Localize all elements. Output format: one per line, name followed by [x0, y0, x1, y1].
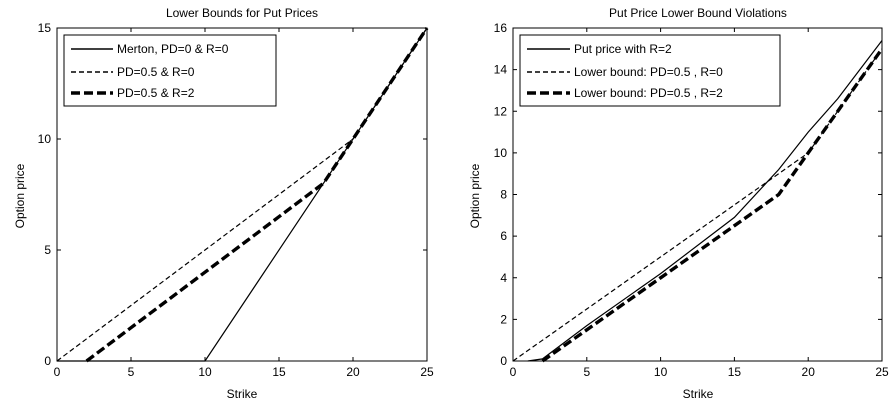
legend-entry: PD=0.5 & R=0: [117, 65, 195, 79]
y-tick-label: 10: [38, 132, 52, 146]
x-tick-label: 5: [583, 365, 590, 379]
x-axis-label: Strike: [227, 387, 258, 401]
y-tick-label: 2: [500, 312, 507, 326]
series-line: [541, 47, 884, 363]
legend-entry: Put price with R=2: [574, 42, 672, 56]
legend-entry: PD=0.5 & R=2: [117, 86, 195, 100]
y-tick-label: 0: [500, 354, 507, 368]
y-tick-label: 12: [494, 104, 508, 118]
x-axis-label: Strike: [683, 387, 714, 401]
x-tick-label: 20: [346, 365, 360, 379]
x-tick-label: 20: [802, 365, 816, 379]
x-tick-label: 25: [420, 365, 434, 379]
plot-area: 0 5 10 15 20 25 0 2 4 6 8 10 12 14 16: [494, 21, 889, 379]
legend-entry: Lower bound: PD=0.5 , R=2: [574, 86, 723, 100]
chart-right: Put Price Lower Bound Violations 0 5 10 15 2…: [468, 6, 889, 401]
y-tick-label: 15: [38, 21, 52, 35]
x-tick-label: 15: [272, 365, 286, 379]
x-tick-label: 10: [198, 365, 212, 379]
x-tick-label: 25: [875, 365, 889, 379]
y-tick-label: 14: [494, 63, 508, 77]
series-line: [85, 27, 429, 363]
legend-box: [519, 34, 781, 107]
y-tick-label: 4: [500, 271, 507, 285]
y-tick-label: 16: [494, 21, 508, 35]
x-tick-label: 0: [510, 365, 517, 379]
x-tick-label: 5: [128, 365, 135, 379]
legend: Merton, PD=0 & R=0 PD=0.5 & R=0 PD=0.5 &…: [63, 34, 277, 107]
plot-area: 0 5 10 15 20 25 0 5 10 15: [38, 21, 434, 379]
x-tick-label: 15: [728, 365, 742, 379]
chart-title: Lower Bounds for Put Prices: [166, 6, 318, 20]
chart-left: Lower Bounds for Put Prices 0 5 10 15 20 25 0 5…: [13, 6, 434, 401]
y-tick-label: 0: [44, 354, 51, 368]
axes-box: [56, 27, 428, 362]
y-tick-label: 8: [500, 188, 507, 202]
x-tick-label: 0: [54, 365, 61, 379]
y-axis-label: Option price: [468, 163, 482, 228]
x-tick-label: 10: [654, 365, 668, 379]
legend: Put price with R=2 Lower bound: PD=0.5 ,…: [519, 34, 781, 107]
chart-title: Put Price Lower Bound Violations: [609, 6, 787, 20]
y-tick-label: 5: [44, 243, 51, 257]
y-tick-label: 10: [494, 146, 508, 160]
y-tick-label: 6: [500, 229, 507, 243]
series-line: [527, 40, 883, 362]
legend-entry: Lower bound: PD=0.5 , R=0: [574, 65, 723, 79]
y-axis-label: Option price: [13, 163, 27, 228]
legend-entry: Merton, PD=0 & R=0: [117, 42, 229, 56]
